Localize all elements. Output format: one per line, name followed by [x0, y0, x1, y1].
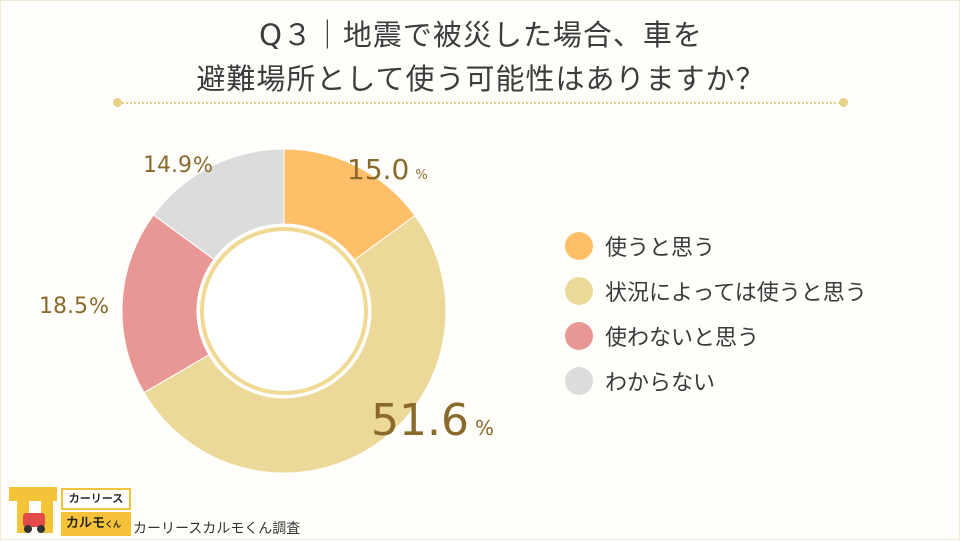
value-label-number-3: 18.5: [39, 294, 88, 319]
value-label-unit-2: %: [475, 416, 494, 440]
donut-slices: [121, 148, 447, 474]
source-note: カーリースカルモくん調査: [133, 521, 301, 537]
legend-item-1: 使うと思う: [565, 223, 867, 268]
logo-text-top: カーリース: [61, 488, 131, 510]
title-line-1: Q３｜地震で被災した場合、車を: [259, 18, 703, 52]
value-labels: 15.0 %51.6 %18.5%14.9%: [39, 153, 494, 446]
slice-2: [143, 215, 447, 474]
value-label-4: 14.9%: [143, 153, 213, 178]
title-line-2: 避難場所として使う可能性はありますか？: [196, 62, 766, 96]
carmo-logo-mark: [9, 487, 57, 533]
chart-title: Q３｜地震で被災した場合、車を 避難場所として使う可能性はありますか？: [1, 13, 960, 101]
legend-swatch-3: [565, 321, 593, 350]
value-label-number-2: 51.6: [371, 395, 469, 446]
legend-item-3: 使わないと思う: [565, 313, 867, 358]
value-label-number-4: 14.9: [143, 153, 192, 178]
value-label-unit-4: %: [193, 153, 213, 177]
carmo-logo: カーリース カルモくん: [9, 485, 131, 537]
title-divider: [119, 102, 843, 104]
legend-label-1: 使うと思う: [605, 235, 716, 261]
legend-label-4: わからない: [605, 370, 716, 396]
legend-swatch-1: [565, 231, 593, 260]
value-label-number-1: 15.0: [347, 153, 409, 186]
legend-label-2: 状況によっては使うと思う: [605, 280, 867, 306]
legend: 使うと思う状況によっては使うと思う 使わないと思う わからない: [565, 223, 867, 403]
divider-dot-left: [113, 98, 122, 107]
value-label-3: 18.5%: [39, 294, 109, 319]
value-label-2: 51.6%: [371, 395, 494, 446]
legend-label-3: 使わないと思う: [605, 325, 760, 351]
legend-swatch-4: [565, 366, 593, 395]
value-label-unit-3: %: [89, 294, 109, 318]
divider-dot-right: [839, 98, 848, 107]
logo-text-bottom: カルモくん: [61, 512, 131, 536]
value-label-unit-1: %: [415, 168, 427, 183]
inner-ring: [200, 227, 368, 395]
value-label-1: 15.0%: [347, 153, 428, 186]
legend-item-2: 状況によっては使うと思う: [565, 268, 867, 313]
legend-swatch-2: [565, 276, 593, 305]
legend-item-4: わからない: [565, 358, 867, 403]
logo-text-main: カルモ: [66, 516, 106, 531]
slice-4: [152, 148, 285, 261]
logo-text-small: くん: [105, 520, 122, 529]
